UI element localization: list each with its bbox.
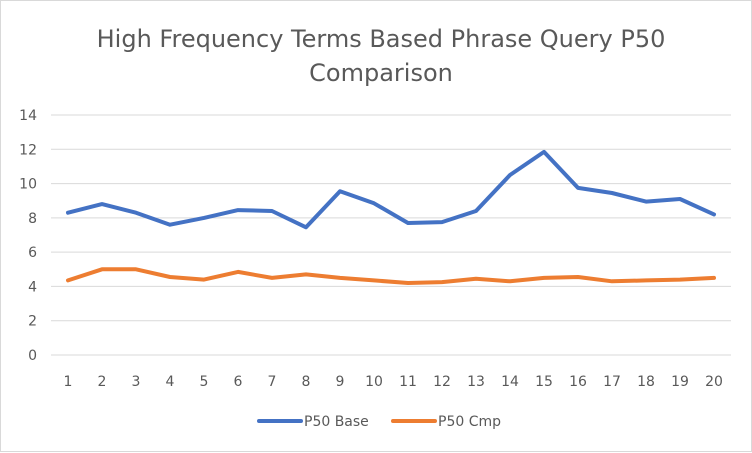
x-tick-label: 6 xyxy=(234,374,243,390)
data-point xyxy=(372,278,376,282)
data-point xyxy=(644,200,648,204)
chart-title-line-1: High Frequency Terms Based Phrase Query … xyxy=(97,25,666,53)
data-point xyxy=(66,278,70,282)
x-tick-label: 3 xyxy=(132,374,141,390)
data-point xyxy=(134,211,138,215)
data-point xyxy=(202,278,206,282)
data-point xyxy=(644,278,648,282)
x-tick-label: 15 xyxy=(535,374,553,390)
data-point xyxy=(440,280,444,284)
y-tick-label: 8 xyxy=(28,211,37,227)
chart-title-line-2: Comparison xyxy=(309,59,453,87)
data-point xyxy=(338,189,342,193)
data-point xyxy=(610,279,614,283)
data-point xyxy=(508,173,512,177)
data-point xyxy=(236,270,240,274)
series-line-2 xyxy=(66,267,716,285)
series-lines xyxy=(66,149,716,285)
x-tick-label: 16 xyxy=(569,374,587,390)
x-tick-label: 7 xyxy=(268,374,277,390)
x-tick-label: 12 xyxy=(433,374,451,390)
x-tick-label: 8 xyxy=(302,374,311,390)
data-point xyxy=(610,191,614,195)
x-tick-label: 13 xyxy=(467,374,485,390)
data-point xyxy=(440,220,444,224)
data-point xyxy=(168,223,172,227)
x-tick-label: 10 xyxy=(365,374,383,390)
x-tick-label: 18 xyxy=(637,374,655,390)
grid-lines xyxy=(51,114,731,356)
y-tick-label: 14 xyxy=(19,108,37,124)
data-point xyxy=(542,276,546,280)
data-point xyxy=(678,278,682,282)
x-axis-ticks: 1 2 3 4 5 6 7 8 9 10 11 12 13 14 15 16 17 18 19 20 xyxy=(64,374,723,390)
data-point xyxy=(508,279,512,283)
y-tick-label: 0 xyxy=(28,348,37,364)
x-tick-label: 5 xyxy=(200,374,209,390)
data-point xyxy=(576,186,580,190)
data-point xyxy=(474,209,478,213)
data-point xyxy=(66,211,70,215)
data-point xyxy=(372,201,376,205)
x-tick-label: 11 xyxy=(399,374,417,390)
data-point xyxy=(304,225,308,229)
y-tick-label: 4 xyxy=(28,279,37,295)
data-point xyxy=(134,267,138,271)
data-point xyxy=(100,267,104,271)
x-tick-label: 4 xyxy=(166,374,175,390)
y-tick-label: 12 xyxy=(19,142,37,158)
y-axis-ticks: 0 2 4 6 8 10 12 14 xyxy=(19,108,37,364)
x-tick-label: 14 xyxy=(501,374,519,390)
data-point xyxy=(712,212,716,216)
data-point xyxy=(338,276,342,280)
legend: P50 Base P50 Cmp xyxy=(257,414,501,430)
data-point xyxy=(542,150,546,154)
y-tick-label: 6 xyxy=(28,245,37,261)
legend-label: P50 Base xyxy=(304,414,369,430)
data-point xyxy=(678,197,682,201)
data-point xyxy=(406,221,410,225)
series-line-1 xyxy=(66,149,716,230)
data-point xyxy=(576,275,580,279)
data-point xyxy=(168,275,172,279)
data-point xyxy=(100,202,104,206)
x-tick-label: 1 xyxy=(64,374,73,390)
x-tick-label: 9 xyxy=(336,374,345,390)
x-tick-label: 20 xyxy=(705,374,723,390)
data-point xyxy=(474,277,478,281)
data-point xyxy=(406,281,410,285)
legend-label: P50 Cmp xyxy=(438,414,501,430)
data-point xyxy=(304,272,308,276)
data-point xyxy=(270,276,274,280)
data-point xyxy=(236,208,240,212)
x-tick-label: 2 xyxy=(98,374,107,390)
data-point xyxy=(712,276,716,280)
y-tick-label: 2 xyxy=(28,314,37,330)
data-point xyxy=(270,209,274,213)
x-tick-label: 19 xyxy=(671,374,689,390)
y-tick-label: 10 xyxy=(19,177,37,193)
data-point xyxy=(202,216,206,220)
x-tick-label: 17 xyxy=(603,374,621,390)
